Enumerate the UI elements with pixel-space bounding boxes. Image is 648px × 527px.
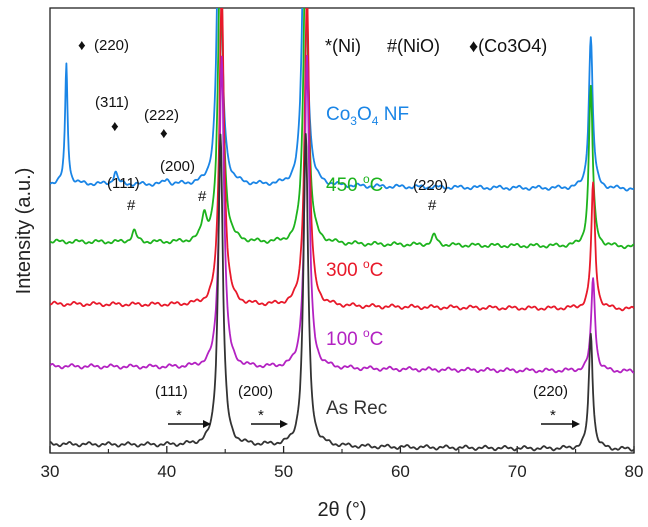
diamond-marker-220: ♦: [78, 37, 86, 54]
series-label-co3o4-nf: Co3O4 NF: [326, 104, 409, 128]
series-line-co3o4-nf: [50, 8, 634, 192]
legend-co3o4: ♦(Co3O4): [469, 36, 547, 56]
series-label-100c: 100 oC: [326, 326, 383, 350]
co3o4-311-label: (311): [95, 94, 129, 111]
series-labels: Co3O4 NF 450 oC 300 oC 100 oC As Rec: [326, 104, 409, 419]
arrow-111-head: [203, 420, 211, 428]
series-label-450c: 450 oC: [326, 172, 383, 196]
star-marker-200: *: [258, 407, 264, 424]
hash-marker-111: #: [127, 197, 136, 214]
ni-200-label: (200): [238, 383, 273, 400]
hash-marker-220: #: [428, 197, 437, 214]
x-axis-title: 2θ (°): [317, 499, 366, 521]
series-label-as-rec: As Rec: [326, 398, 387, 419]
hash-marker-200: #: [198, 188, 207, 205]
star-marker-111: *: [176, 407, 182, 424]
series-line-100-c: [50, 54, 634, 374]
x-tick-label-80: 80: [625, 462, 644, 481]
co3o4-annotations: ♦ (220) (311) ♦ (222) ♦: [78, 37, 179, 142]
phase-legend: *(Ni) #(NiO) ♦(Co3O4): [325, 36, 547, 56]
series-line-450-c: [50, 8, 634, 250]
arrow-220-head: [572, 420, 580, 428]
arrow-200-head: [280, 420, 288, 428]
ni-220-label: (220): [533, 383, 568, 400]
legend-ni: *(Ni): [325, 36, 361, 56]
star-marker-220: *: [550, 407, 556, 424]
legend-nio: #(NiO): [387, 36, 440, 56]
ni-111-label: (111): [155, 383, 188, 400]
nio-111-label: (111): [107, 175, 140, 192]
co3o4-222-label: (222): [144, 107, 179, 124]
co3o4-220-label: (220): [94, 37, 129, 54]
nio-220-label: (220): [413, 177, 448, 194]
series-line-300-c: [50, 8, 634, 312]
x-tick-label-70: 70: [508, 462, 527, 481]
x-tick-label-30: 30: [41, 462, 60, 481]
series-label-300c: 300 oC: [326, 257, 383, 281]
series-line-as-rec: [50, 132, 634, 452]
nio-annotations: (111) # (200) # (220) #: [107, 158, 448, 214]
x-tick-label-50: 50: [274, 462, 293, 481]
x-axis-tick-labels: 30 40 50 60 70 80: [41, 462, 644, 481]
diamond-marker-222: ♦: [160, 125, 168, 142]
x-tick-label-60: 60: [391, 462, 410, 481]
diamond-marker-311: ♦: [111, 118, 119, 135]
x-tick-label-40: 40: [157, 462, 176, 481]
nio-200-label: (200): [160, 158, 195, 175]
y-axis-title: Intensity (a.u.): [13, 168, 35, 295]
ni-annotations: (111) * (200) * (220) *: [155, 383, 580, 428]
xrd-curves: [50, 8, 634, 452]
